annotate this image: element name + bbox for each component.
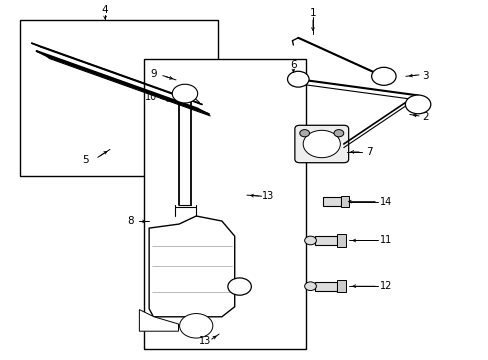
Bar <box>337 280 346 292</box>
Bar <box>144 59 305 349</box>
Circle shape <box>304 236 316 245</box>
Text: 5: 5 <box>82 155 89 165</box>
Text: 12: 12 <box>379 281 392 291</box>
Text: 3: 3 <box>421 71 428 81</box>
Circle shape <box>230 280 248 293</box>
Bar <box>337 234 346 247</box>
Circle shape <box>374 70 392 83</box>
Text: 13: 13 <box>199 336 211 346</box>
Circle shape <box>182 316 209 336</box>
Circle shape <box>306 133 336 155</box>
Bar <box>315 236 337 245</box>
Text: 13: 13 <box>261 191 274 201</box>
Circle shape <box>287 71 308 87</box>
Text: 9: 9 <box>150 69 157 79</box>
FancyBboxPatch shape <box>294 125 348 163</box>
Circle shape <box>303 130 340 158</box>
Circle shape <box>227 278 251 295</box>
Text: 11: 11 <box>379 235 392 246</box>
Polygon shape <box>139 310 178 331</box>
Circle shape <box>299 130 309 137</box>
Text: 2: 2 <box>421 112 428 122</box>
Circle shape <box>371 67 395 85</box>
Circle shape <box>175 86 194 101</box>
Text: 1: 1 <box>309 8 316 18</box>
Polygon shape <box>149 216 234 317</box>
Circle shape <box>290 74 305 85</box>
Circle shape <box>185 318 206 334</box>
Circle shape <box>179 314 212 338</box>
Text: 14: 14 <box>379 197 392 207</box>
Bar <box>341 196 348 207</box>
Circle shape <box>172 84 197 103</box>
Bar <box>322 197 341 206</box>
Circle shape <box>304 282 316 291</box>
Bar <box>315 282 337 291</box>
Circle shape <box>405 95 430 114</box>
Text: 10: 10 <box>144 92 157 102</box>
Text: 6: 6 <box>289 60 296 70</box>
Text: 8: 8 <box>127 216 134 226</box>
Text: 4: 4 <box>102 5 108 15</box>
Circle shape <box>333 130 343 137</box>
Circle shape <box>408 98 426 111</box>
Text: 7: 7 <box>366 147 372 157</box>
Bar <box>20 20 217 176</box>
